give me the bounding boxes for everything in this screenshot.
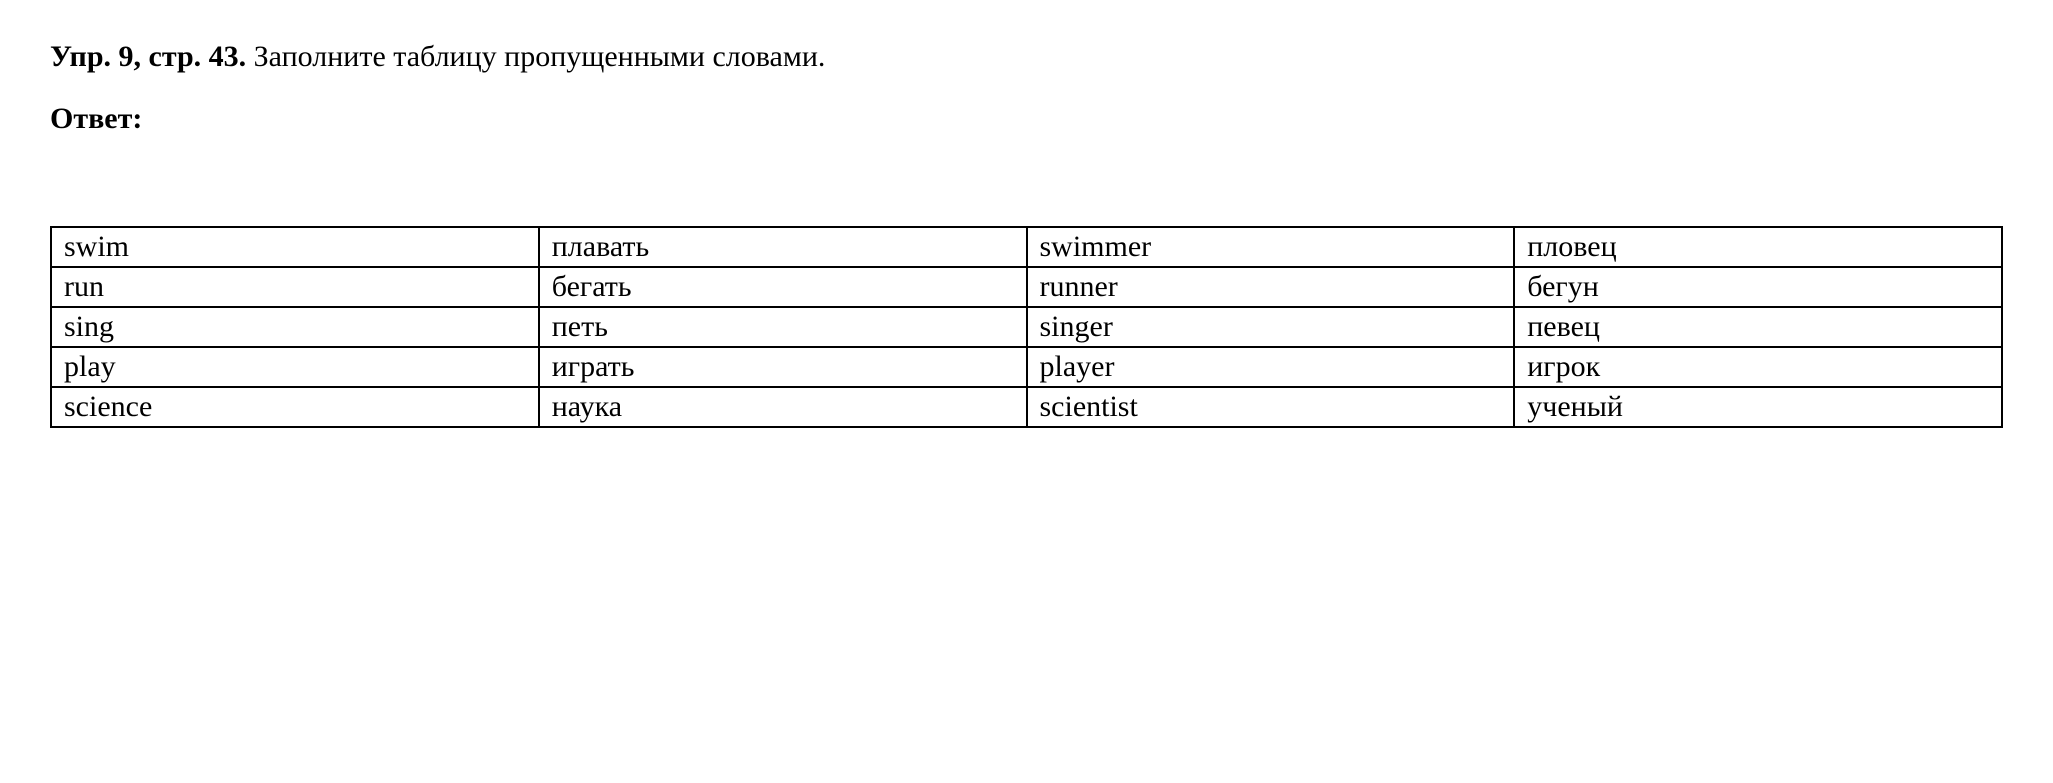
table-cell: бегун [1514,267,2002,307]
answer-label: Ответ: [50,102,2003,136]
table-cell: ученый [1514,387,2002,427]
exercise-header: Упр. 9, стр. 43. Заполните таблицу пропу… [50,40,2003,74]
table-cell: science [51,387,539,427]
table-cell: бегать [539,267,1027,307]
table-cell: scientist [1027,387,1515,427]
table-row: run бегать runner бегун [51,267,2002,307]
table-cell: игрок [1514,347,2002,387]
table-row: play играть player игрок [51,347,2002,387]
table-row: science наука scientist ученый [51,387,2002,427]
table-cell: играть [539,347,1027,387]
table-row: sing петь singer певец [51,307,2002,347]
table-cell: run [51,267,539,307]
table-row: swim плавать swimmer пловец [51,227,2002,267]
exercise-prefix: Упр. 9, стр. 43. [50,40,246,73]
table-cell: swimmer [1027,227,1515,267]
table-cell: наука [539,387,1027,427]
table-cell: плавать [539,227,1027,267]
table-cell: певец [1514,307,2002,347]
table-cell: player [1027,347,1515,387]
table-cell: singer [1027,307,1515,347]
table-cell: runner [1027,267,1515,307]
table-cell: play [51,347,539,387]
vocabulary-table: swim плавать swimmer пловец run бегать r… [50,226,2003,428]
table-cell: swim [51,227,539,267]
table-cell: пловец [1514,227,2002,267]
table-cell: петь [539,307,1027,347]
table-cell: sing [51,307,539,347]
exercise-text: Заполните таблицу пропущенными словами. [246,40,825,73]
